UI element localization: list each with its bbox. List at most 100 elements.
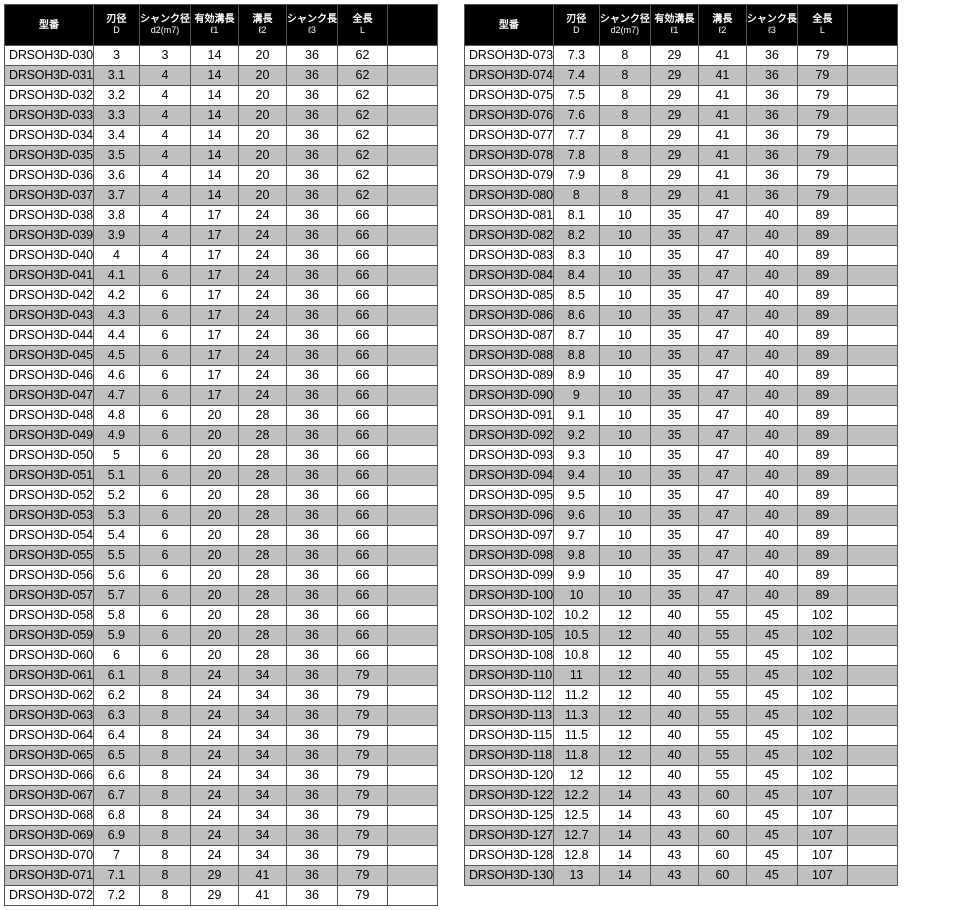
cell-l3: 36 bbox=[286, 326, 337, 346]
cell-l2: 20 bbox=[238, 166, 286, 186]
cell-L: 66 bbox=[337, 526, 387, 546]
cell-L: 89 bbox=[797, 246, 847, 266]
cell-d2: 6 bbox=[139, 326, 190, 346]
cell-D: 6.6 bbox=[93, 766, 139, 786]
cell-l2: 28 bbox=[238, 466, 286, 486]
cell-L: 79 bbox=[797, 166, 847, 186]
col-header-bot: ℓ3 bbox=[747, 25, 797, 36]
col-header-L: 全長L bbox=[797, 5, 847, 46]
cell-l1: 40 bbox=[650, 746, 698, 766]
cell-D: 5.9 bbox=[93, 626, 139, 646]
cell-l3: 36 bbox=[286, 626, 337, 646]
col-header-top: 型番 bbox=[499, 20, 519, 31]
cell-l3: 40 bbox=[746, 286, 797, 306]
cell-blank bbox=[847, 146, 897, 166]
cell-code: DRSOH3D-035 bbox=[5, 146, 94, 166]
cell-l2: 20 bbox=[238, 66, 286, 86]
cell-l3: 45 bbox=[746, 806, 797, 826]
table-row: DRSOH3D-0484.8620283666 bbox=[5, 406, 438, 426]
cell-blank bbox=[847, 306, 897, 326]
cell-D: 3 bbox=[93, 46, 139, 66]
cell-d2: 8 bbox=[139, 866, 190, 886]
cell-D: 4.1 bbox=[93, 266, 139, 286]
cell-l1: 17 bbox=[190, 366, 238, 386]
cell-D: 11 bbox=[553, 666, 599, 686]
cell-l3: 36 bbox=[286, 566, 337, 586]
cell-code: DRSOH3D-051 bbox=[5, 466, 94, 486]
cell-L: 89 bbox=[797, 326, 847, 346]
cell-d2: 6 bbox=[139, 346, 190, 366]
cell-d2: 8 bbox=[139, 766, 190, 786]
cell-l3: 36 bbox=[286, 746, 337, 766]
cell-l3: 36 bbox=[746, 146, 797, 166]
cell-l1: 35 bbox=[650, 446, 698, 466]
cell-l2: 34 bbox=[238, 746, 286, 766]
cell-l3: 45 bbox=[746, 606, 797, 626]
cell-d2: 4 bbox=[139, 186, 190, 206]
table-row: DRSOH3D-0373.7414203662 bbox=[5, 186, 438, 206]
cell-code: DRSOH3D-127 bbox=[464, 826, 553, 846]
cell-L: 66 bbox=[337, 546, 387, 566]
cell-D: 8.8 bbox=[553, 346, 599, 366]
cell-code: DRSOH3D-050 bbox=[5, 446, 94, 466]
cell-L: 66 bbox=[337, 406, 387, 426]
cell-code: DRSOH3D-110 bbox=[464, 666, 553, 686]
cell-l1: 35 bbox=[650, 406, 698, 426]
cell-D: 7.5 bbox=[553, 86, 599, 106]
cell-l3: 40 bbox=[746, 306, 797, 326]
cell-L: 102 bbox=[797, 666, 847, 686]
cell-L: 89 bbox=[797, 486, 847, 506]
cell-l3: 36 bbox=[286, 86, 337, 106]
table-row: DRSOH3D-0979.71035474089 bbox=[464, 526, 897, 546]
table-row: DRSOH3D-0676.7824343679 bbox=[5, 786, 438, 806]
cell-l3: 36 bbox=[286, 466, 337, 486]
cell-l3: 40 bbox=[746, 426, 797, 446]
col-header-l1: 有効溝長ℓ1 bbox=[650, 5, 698, 46]
cell-l3: 45 bbox=[746, 746, 797, 766]
cell-d2: 12 bbox=[599, 746, 650, 766]
cell-L: 62 bbox=[337, 86, 387, 106]
cell-blank bbox=[387, 746, 437, 766]
cell-l3: 36 bbox=[286, 186, 337, 206]
cell-d2: 14 bbox=[599, 866, 650, 886]
col-header-l2: 溝長ℓ2 bbox=[238, 5, 286, 46]
table-row: DRSOH3D-0585.8620283666 bbox=[5, 606, 438, 626]
table-row: DRSOH3D-0616.1824343679 bbox=[5, 666, 438, 686]
cell-D: 9.9 bbox=[553, 566, 599, 586]
cell-code: DRSOH3D-079 bbox=[464, 166, 553, 186]
cell-l3: 45 bbox=[746, 826, 797, 846]
table-row: DRSOH3D-0848.41035474089 bbox=[464, 266, 897, 286]
table-row: DRSOH3D-0595.9620283666 bbox=[5, 626, 438, 646]
cell-l2: 41 bbox=[698, 166, 746, 186]
cell-L: 66 bbox=[337, 306, 387, 326]
cell-blank bbox=[847, 626, 897, 646]
cell-blank bbox=[847, 446, 897, 466]
cell-l3: 36 bbox=[286, 346, 337, 366]
cell-l2: 47 bbox=[698, 366, 746, 386]
cell-code: DRSOH3D-067 bbox=[5, 786, 94, 806]
cell-D: 6.7 bbox=[93, 786, 139, 806]
cell-D: 5.4 bbox=[93, 526, 139, 546]
cell-L: 107 bbox=[797, 866, 847, 886]
cell-L: 89 bbox=[797, 386, 847, 406]
cell-blank bbox=[387, 726, 437, 746]
table-row: DRSOH3D-0383.8417243666 bbox=[5, 206, 438, 226]
cell-l3: 36 bbox=[286, 266, 337, 286]
cell-l2: 47 bbox=[698, 486, 746, 506]
cell-l1: 14 bbox=[190, 66, 238, 86]
table-row: DRSOH3D-0666.6824343679 bbox=[5, 766, 438, 786]
cell-l3: 40 bbox=[746, 586, 797, 606]
cell-l3: 36 bbox=[286, 66, 337, 86]
cell-d2: 10 bbox=[599, 446, 650, 466]
cell-d2: 8 bbox=[139, 726, 190, 746]
cell-D: 5.7 bbox=[93, 586, 139, 606]
table-row: DRSOH3D-0434.3617243666 bbox=[5, 306, 438, 326]
table-row: DRSOH3D-0606620283666 bbox=[5, 646, 438, 666]
cell-blank bbox=[387, 126, 437, 146]
table-row: DRSOH3D-10810.812405545102 bbox=[464, 646, 897, 666]
cell-d2: 8 bbox=[599, 146, 650, 166]
cell-code: DRSOH3D-059 bbox=[5, 626, 94, 646]
cell-l2: 47 bbox=[698, 226, 746, 246]
cell-blank bbox=[847, 166, 897, 186]
cell-l1: 35 bbox=[650, 486, 698, 506]
